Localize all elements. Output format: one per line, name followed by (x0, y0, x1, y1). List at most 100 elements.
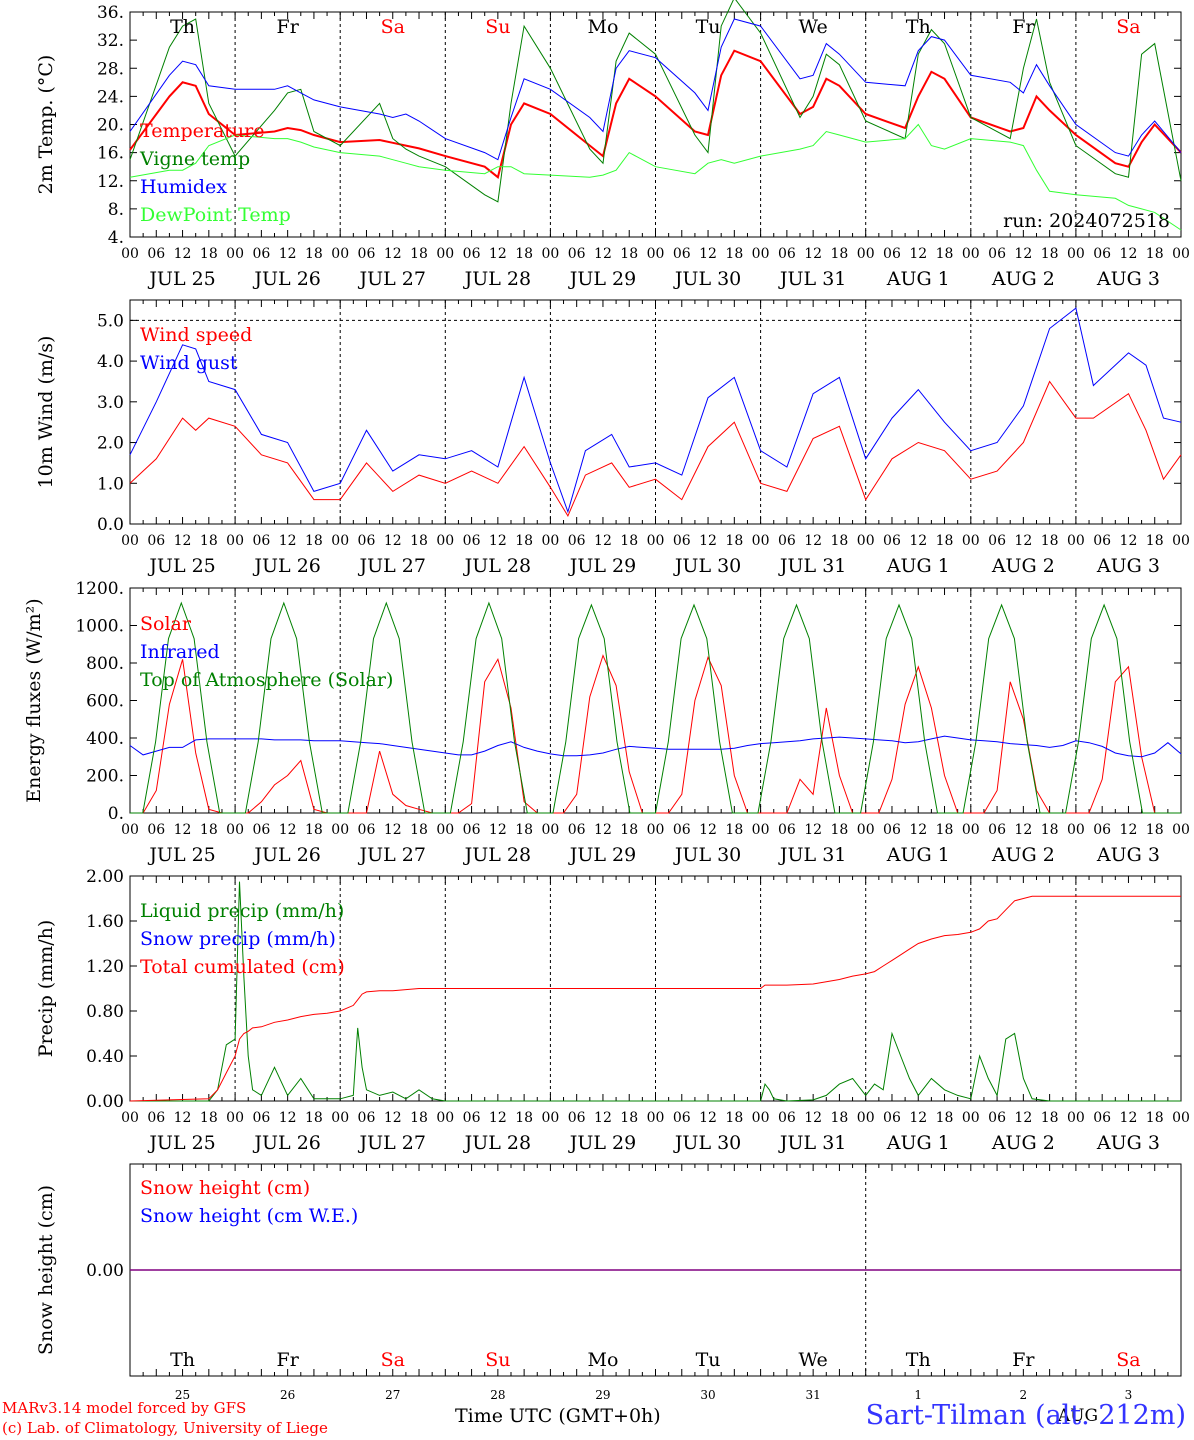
hour-tick-label: 18 (725, 1110, 743, 1126)
hour-tick-label: 12 (804, 533, 822, 549)
day-date-label: JUL 30 (673, 555, 741, 577)
day-date-label: AUG 1 (886, 1132, 950, 1154)
hour-tick-label: 06 (463, 1110, 481, 1126)
weekday-label: We (799, 1349, 828, 1371)
weekday-label: Sa (1116, 1349, 1140, 1371)
day-number-label: 28 (490, 1388, 505, 1402)
hour-tick-label: 18 (1146, 246, 1164, 262)
weekday-label: Sa (1116, 16, 1140, 38)
hour-tick-label: 06 (883, 1110, 901, 1126)
hour-tick-label: 06 (252, 822, 270, 838)
hour-tick-label: 12 (699, 1110, 717, 1126)
y-tick-label: 0.00 (86, 1261, 124, 1281)
weekday-label: Sa (381, 16, 405, 38)
y-tick-label: 5.0 (97, 311, 124, 331)
day-date-label: JUL 28 (463, 1132, 531, 1154)
day-date-label: JUL 28 (463, 555, 531, 577)
hour-tick-label: 00 (1067, 533, 1085, 549)
hour-tick-label: 18 (936, 822, 954, 838)
day-date-label: JUL 27 (358, 555, 426, 577)
hour-tick-label: 12 (909, 533, 927, 549)
day-date-label: AUG 3 (1096, 844, 1160, 866)
legend-entry: Snow height (cm) (140, 1177, 310, 1199)
y-tick-label: 1.20 (86, 957, 124, 977)
day-date-label: JUL 28 (463, 268, 531, 290)
hour-tick-label: 12 (804, 246, 822, 262)
credit-line-2: (c) Lab. of Climatology, University of L… (2, 1419, 328, 1437)
hour-tick-label: 18 (1041, 533, 1059, 549)
y-tick-label: 0.80 (86, 1002, 124, 1022)
hour-tick-label: 06 (252, 1110, 270, 1126)
hour-tick-label: 12 (1120, 246, 1138, 262)
y-tick-label: 32. (97, 31, 124, 51)
hour-tick-label: 12 (279, 822, 297, 838)
hour-tick-label: 06 (358, 533, 376, 549)
hour-tick-label: 00 (647, 1110, 665, 1126)
hour-tick-label: 12 (1120, 1110, 1138, 1126)
day-date-label: JUL 29 (568, 555, 636, 577)
hour-tick-label: 06 (252, 246, 270, 262)
hour-tick-label: 18 (620, 1110, 638, 1126)
hour-tick-label: 00 (331, 533, 349, 549)
hour-tick-label: 00 (1172, 246, 1190, 262)
day-number-label: 31 (806, 1388, 821, 1402)
hour-tick-label: 06 (358, 246, 376, 262)
hour-tick-label: 12 (279, 533, 297, 549)
hour-tick-label: 12 (594, 1110, 612, 1126)
y-axis-label: Snow height (cm) (35, 1185, 57, 1355)
hour-tick-label: 12 (699, 533, 717, 549)
weekday-label: Sa (381, 1349, 405, 1371)
y-tick-label: 28. (97, 59, 124, 79)
y-tick-label: 400. (86, 729, 124, 749)
day-date-label: AUG 2 (991, 268, 1055, 290)
legend-entry: Wind gust (140, 352, 238, 374)
hour-tick-label: 06 (147, 246, 165, 262)
day-date-label: JUL 31 (778, 1132, 846, 1154)
hour-tick-label: 18 (620, 822, 638, 838)
hour-tick-label: 12 (174, 822, 192, 838)
hour-tick-label: 06 (988, 533, 1006, 549)
hour-tick-label: 00 (226, 533, 244, 549)
weekday-label: Su (485, 16, 510, 38)
hour-tick-label: 18 (1146, 1110, 1164, 1126)
day-date-label: AUG 3 (1096, 268, 1160, 290)
hour-tick-label: 12 (489, 533, 507, 549)
hour-tick-label: 06 (463, 246, 481, 262)
y-tick-label: 1200. (75, 579, 124, 599)
series-line (129, 0, 1182, 203)
hour-tick-label: 18 (831, 246, 849, 262)
weekday-label: Tu (696, 1349, 721, 1371)
hour-tick-label: 18 (515, 1110, 533, 1126)
day-date-label: AUG 1 (886, 844, 950, 866)
hour-tick-label: 12 (489, 1110, 507, 1126)
legend-entry: Humidex (140, 176, 227, 198)
weekday-label: Su (485, 1349, 510, 1371)
hour-tick-label: 06 (568, 1110, 586, 1126)
weekday-label: Th (906, 1349, 931, 1371)
day-date-label: JUL 30 (673, 1132, 741, 1154)
y-axis-label: Precip (mm/h) (35, 920, 57, 1058)
hour-tick-label: 18 (200, 1110, 218, 1126)
y-tick-label: 24. (97, 87, 124, 107)
day-date-label: JUL 27 (358, 844, 426, 866)
legend-entry: Liquid precip (mm/h) (140, 900, 344, 922)
hour-tick-label: 00 (647, 533, 665, 549)
hour-tick-label: 06 (988, 1110, 1006, 1126)
hour-tick-label: 18 (305, 246, 323, 262)
hour-tick-label: 06 (358, 1110, 376, 1126)
hour-tick-label: 12 (1120, 533, 1138, 549)
day-date-label: JUL 27 (358, 268, 426, 290)
hour-tick-label: 06 (883, 533, 901, 549)
month-label: AUG (1057, 1406, 1098, 1426)
hour-tick-label: 18 (200, 822, 218, 838)
hour-tick-label: 00 (962, 822, 980, 838)
weekday-label: Th (170, 1349, 195, 1371)
hour-tick-label: 18 (1146, 533, 1164, 549)
hour-tick-label: 00 (857, 822, 875, 838)
time-axis-label: Time UTC (GMT+0h) (455, 1405, 661, 1427)
run-label: run: 2024072518 (1003, 210, 1170, 232)
weekday-label: We (799, 16, 828, 38)
y-tick-label: 0. (108, 804, 124, 824)
hour-tick-label: 12 (489, 246, 507, 262)
